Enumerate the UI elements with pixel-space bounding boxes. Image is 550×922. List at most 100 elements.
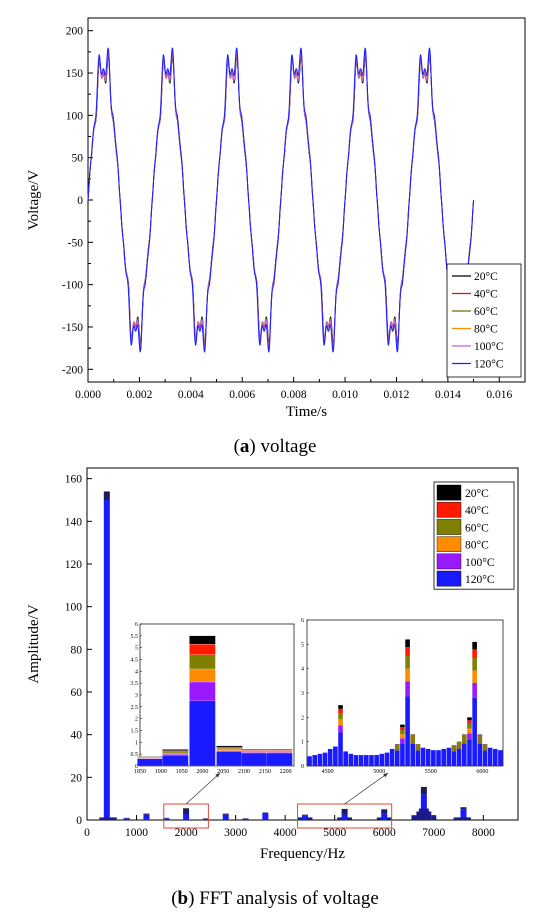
inset-right-bar-seg — [338, 705, 343, 709]
fft-x-tick-label: 1000 — [125, 827, 148, 839]
y-tick-label: -100 — [62, 280, 83, 292]
inset-left-xtick-label: 2050 — [217, 769, 229, 775]
y-tick-label: 50 — [72, 153, 84, 165]
inset-left-bar-seg — [266, 752, 293, 767]
inset-right-bar-seg — [472, 697, 477, 766]
inset-right-bar — [353, 755, 359, 766]
inset-left-ytick-label: 2 — [135, 717, 138, 723]
fft-x-tick-label: 8000 — [472, 827, 495, 839]
inset-right-bar — [492, 748, 498, 766]
inset-right-bar — [307, 756, 312, 766]
inset-right-bar-seg — [338, 708, 343, 714]
inset-right-ytick-label: 5 — [301, 642, 304, 648]
inset-left-ytick-label: 5 — [135, 646, 138, 652]
inset-left-ytick-label: 5.5 — [131, 634, 139, 640]
fft-x-axis-label: Frequency/Hz — [260, 846, 345, 862]
inset-left-bar-seg — [189, 644, 216, 655]
y-tick-label: -150 — [62, 322, 83, 334]
inset-right-ytick-label: 4 — [301, 667, 304, 673]
inset-right-ytick-label: 2 — [301, 715, 304, 721]
inset-left-bar-seg — [241, 752, 268, 767]
inset-right-bar — [374, 755, 379, 766]
inset-left-xtick-label: 2200 — [280, 769, 292, 775]
fft-x-tick-label: 5000 — [323, 827, 346, 839]
fft-minor-bar — [347, 817, 353, 820]
inset-right-bar — [343, 751, 348, 766]
inset-left-bar-seg — [266, 749, 293, 751]
inset-left-ytick-label: 3.5 — [131, 681, 139, 687]
fft-minor-bar — [337, 817, 343, 820]
fft-bar — [202, 818, 209, 820]
fft-legend-label: 100°C — [465, 557, 495, 569]
x-tick-label: 0.000 — [75, 389, 101, 401]
inset-left-xtick-label: 2150 — [259, 769, 271, 775]
caption-a-letter: a — [239, 436, 250, 457]
fft-legend-swatch — [436, 502, 462, 518]
fft-legend-label: 80°C — [465, 540, 489, 552]
fft-bar-top — [341, 808, 348, 815]
y-axis-label: Voltage/V — [26, 170, 42, 231]
inset-right-bar — [456, 741, 462, 766]
fft-legend-swatch — [436, 570, 462, 587]
fft-x-tick-label: 3000 — [224, 827, 247, 839]
fft-minor-bar — [307, 817, 313, 820]
fft-minor-bar — [386, 817, 392, 820]
inset-left-xtick-label: 2100 — [238, 769, 250, 775]
inset-right-bar-top — [456, 741, 462, 749]
inset-left-ytick-label: 1 — [135, 740, 138, 746]
fft-minor-bar — [411, 815, 417, 820]
fft-minor-bar — [418, 808, 424, 820]
inset-right-ytick-label: 3 — [301, 691, 304, 697]
inset-left-bar-seg — [266, 751, 293, 753]
inset-right-bar — [322, 752, 328, 766]
y-tick-label: -200 — [62, 364, 83, 376]
inset-left-bar-seg — [162, 750, 189, 752]
x-tick-label: 0.010 — [332, 389, 358, 401]
y-tick-label: 0 — [77, 195, 83, 207]
inset-right-bar — [394, 744, 400, 766]
inset-left-bar-seg — [216, 749, 243, 751]
fft-bar — [103, 500, 110, 820]
inset-right-bar — [425, 748, 431, 766]
x-tick-label: 0.008 — [281, 389, 307, 401]
inset-right-bar-seg — [467, 728, 472, 734]
inset-right-bar-top — [410, 734, 416, 744]
fft-bar-top — [222, 813, 229, 815]
fft-legend-swatch — [436, 519, 462, 535]
inset-right-xtick-label: 5500 — [425, 769, 437, 775]
inset-right-bar — [379, 753, 385, 766]
fft-bar — [183, 814, 190, 820]
inset-right-bar — [317, 753, 323, 766]
fft-x-tick-label: 4000 — [274, 827, 297, 839]
inset-right-bar-seg — [405, 647, 410, 656]
inset-right-bar — [333, 746, 338, 766]
fft-legend-swatch — [436, 536, 462, 552]
inset-right-bar-top — [482, 744, 488, 751]
inset-left-ytick-label: 2.5 — [131, 705, 139, 711]
inset-left-bar-seg — [216, 748, 243, 750]
fft-bar — [262, 813, 269, 820]
fft-legend-label: 60°C — [465, 522, 489, 534]
x-tick-label: 0.016 — [486, 389, 512, 401]
inset-left-bar-seg — [241, 750, 268, 752]
fft-y-axis-label: Amplitude/V — [26, 604, 42, 683]
inset-right-xtick-label: 6000 — [476, 769, 488, 775]
fft-minor-bar — [465, 817, 471, 820]
inset-right-bar-seg — [405, 696, 410, 766]
inset-left-xtick-label: 1900 — [155, 769, 167, 775]
legend-box — [446, 263, 522, 378]
inset-right-bar-seg — [472, 670, 477, 683]
fft-x-tick-label: 0 — [84, 827, 90, 839]
inset-right-xtick-label: 5000 — [373, 769, 385, 775]
fft-minor-bar — [458, 817, 464, 820]
inset-right-bar-seg — [467, 723, 472, 729]
inset-right-bar — [498, 750, 503, 766]
legend-label: 80°C — [474, 324, 498, 336]
inset-right-bar-seg — [400, 727, 405, 731]
inset-left-ytick-label: 4.5 — [131, 658, 139, 664]
legend-label: 20°C — [474, 271, 498, 283]
inset-right-bar-seg — [405, 681, 410, 697]
inset-right-bar-seg — [338, 713, 343, 720]
inset-left-bar-seg — [241, 749, 268, 751]
inset-right-bar-seg — [467, 739, 472, 766]
